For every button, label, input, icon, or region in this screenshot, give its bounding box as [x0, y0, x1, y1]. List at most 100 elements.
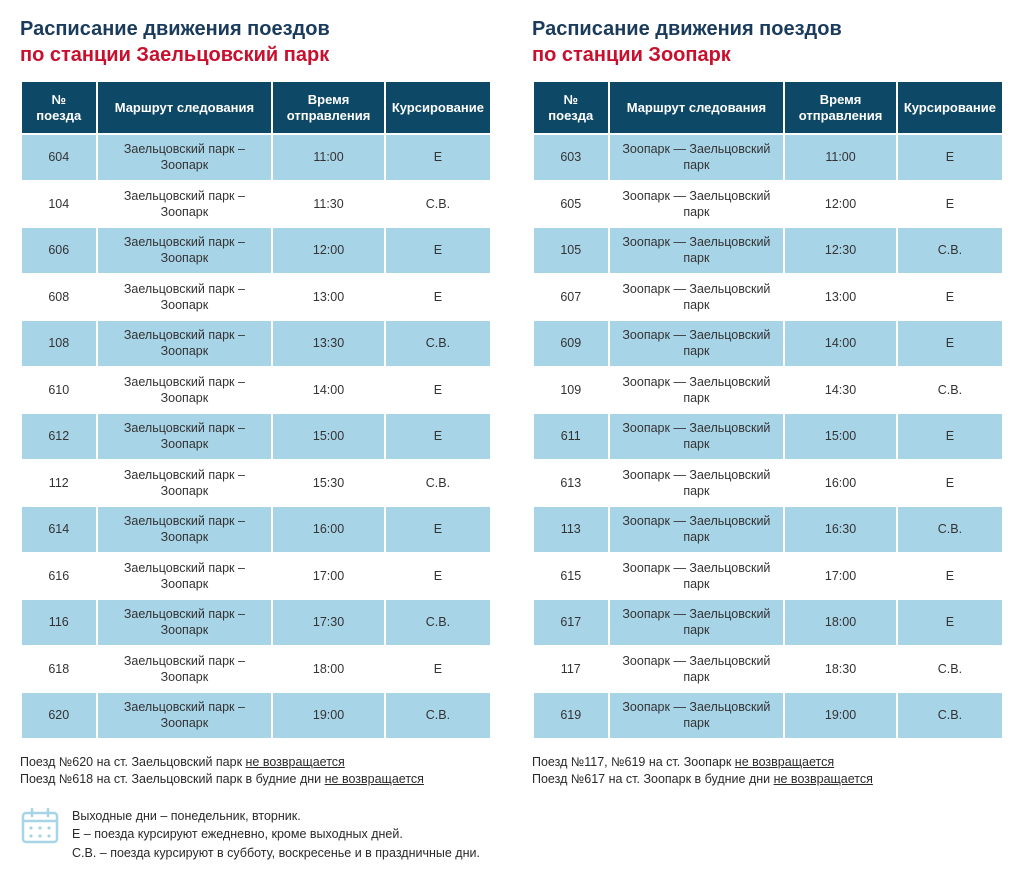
legend-line: Е – поезда курсируют ежедневно, кроме вы…: [72, 825, 480, 844]
cell-train-num: 105: [534, 228, 608, 273]
table-row: 116Заельцовский парк – Зоопарк17:30С.В.: [22, 600, 490, 645]
cell-route: Зоопарк — Заельцовский парк: [610, 275, 784, 320]
note-line: Поезд №617 на ст. Зоопарк в будние дни н…: [532, 771, 1004, 789]
cell-time: 11:00: [273, 135, 384, 180]
table-row: 113Зоопарк — Заельцовский парк16:30С.В.: [534, 507, 1002, 552]
cell-train-num: 613: [534, 461, 608, 506]
table-row: 112Заельцовский парк – Зоопарк15:30С.В.: [22, 461, 490, 506]
cell-note: Е: [386, 507, 490, 552]
cell-note: С.В.: [386, 693, 490, 738]
cell-time: 16:30: [785, 507, 896, 552]
table-row: 603Зоопарк — Заельцовский парк11:00Е: [534, 135, 1002, 180]
cell-train-num: 604: [22, 135, 96, 180]
cell-time: 17:00: [785, 554, 896, 599]
cell-time: 19:00: [785, 693, 896, 738]
cell-time: 14:00: [273, 368, 384, 413]
cell-route: Зоопарк — Заельцовский парк: [610, 507, 784, 552]
col-train-num: № поезда: [534, 82, 608, 133]
cell-note: Е: [386, 135, 490, 180]
cell-train-num: 614: [22, 507, 96, 552]
table-row: 610Заельцовский парк – Зоопарк14:00Е: [22, 368, 490, 413]
table-header-row: № поезда Маршрут следования Время отправ…: [534, 82, 1002, 133]
col-notes: Курсирование: [898, 82, 1002, 133]
cell-train-num: 605: [534, 182, 608, 227]
cell-route: Зоопарк — Заельцовский парк: [610, 182, 784, 227]
cell-note: С.В.: [386, 461, 490, 506]
cell-note: Е: [898, 554, 1002, 599]
cell-train-num: 617: [534, 600, 608, 645]
cell-route: Заельцовский парк – Зоопарк: [98, 693, 272, 738]
table-row: 613Зоопарк — Заельцовский парк16:00Е: [534, 461, 1002, 506]
cell-time: 15:30: [273, 461, 384, 506]
cell-route: Зоопарк — Заельцовский парк: [610, 228, 784, 273]
cell-time: 12:00: [273, 228, 384, 273]
cell-route: Зоопарк — Заельцовский парк: [610, 600, 784, 645]
cell-train-num: 620: [22, 693, 96, 738]
cell-route: Заельцовский парк – Зоопарк: [98, 461, 272, 506]
col-notes: Курсирование: [386, 82, 490, 133]
cell-time: 13:00: [785, 275, 896, 320]
legend: Выходные дни – понедельник, вторник.Е – …: [20, 807, 1004, 863]
table-row: 614Заельцовский парк – Зоопарк16:00Е: [22, 507, 490, 552]
cell-time: 15:00: [785, 414, 896, 459]
cell-train-num: 113: [534, 507, 608, 552]
cell-train-num: 108: [22, 321, 96, 366]
cell-train-num: 112: [22, 461, 96, 506]
col-time: Время отправления: [273, 82, 384, 133]
cell-note: Е: [386, 414, 490, 459]
cell-note: С.В.: [898, 368, 1002, 413]
cell-note: Е: [898, 461, 1002, 506]
title-sub-left: по станции Заельцовский парк: [20, 42, 492, 68]
cell-train-num: 603: [534, 135, 608, 180]
cell-note: Е: [898, 414, 1002, 459]
cell-note: Е: [386, 228, 490, 273]
col-route: Маршрут следования: [98, 82, 272, 133]
cell-route: Зоопарк — Заельцовский парк: [610, 461, 784, 506]
cell-note: С.В.: [386, 182, 490, 227]
cell-route: Заельцовский парк – Зоопарк: [98, 182, 272, 227]
legend-line: Выходные дни – понедельник, вторник.: [72, 807, 480, 826]
cell-note: С.В.: [898, 228, 1002, 273]
cell-train-num: 607: [534, 275, 608, 320]
cell-time: 13:00: [273, 275, 384, 320]
cell-time: 16:00: [273, 507, 384, 552]
cell-route: Зоопарк — Заельцовский парк: [610, 368, 784, 413]
cell-time: 17:30: [273, 600, 384, 645]
cell-train-num: 116: [22, 600, 96, 645]
cell-train-num: 609: [534, 321, 608, 366]
table-row: 619Зоопарк — Заельцовский парк19:00С.В.: [534, 693, 1002, 738]
cell-time: 16:00: [785, 461, 896, 506]
col-time: Время отправления: [785, 82, 896, 133]
cell-time: 11:00: [785, 135, 896, 180]
table-row: 620Заельцовский парк – Зоопарк19:00С.В.: [22, 693, 490, 738]
cell-route: Заельцовский парк – Зоопарк: [98, 554, 272, 599]
table-row: 607Зоопарк — Заельцовский парк13:00Е: [534, 275, 1002, 320]
cell-route: Заельцовский парк – Зоопарк: [98, 135, 272, 180]
table-row: 109Зоопарк — Заельцовский парк14:30С.В.: [534, 368, 1002, 413]
table-row: 604Заельцовский парк – Зоопарк11:00Е: [22, 135, 490, 180]
cell-time: 19:00: [273, 693, 384, 738]
cell-note: С.В.: [898, 507, 1002, 552]
title-main-right: Расписание движения поездов: [532, 16, 1004, 42]
cell-route: Зоопарк — Заельцовский парк: [610, 135, 784, 180]
cell-route: Зоопарк — Заельцовский парк: [610, 321, 784, 366]
cell-time: 13:30: [273, 321, 384, 366]
table-row: 105Зоопарк — Заельцовский парк12:30С.В.: [534, 228, 1002, 273]
cell-note: Е: [898, 275, 1002, 320]
cell-time: 15:00: [273, 414, 384, 459]
cell-train-num: 606: [22, 228, 96, 273]
notes-left: Поезд №620 на ст. Заельцовский парк не в…: [20, 754, 492, 789]
cell-time: 14:00: [785, 321, 896, 366]
cell-train-num: 109: [534, 368, 608, 413]
notes-right: Поезд №117, №619 на ст. Зоопарк не возвр…: [532, 754, 1004, 789]
table-row: 605Зоопарк — Заельцовский парк12:00Е: [534, 182, 1002, 227]
legend-line: С.В. – поезда курсируют в субботу, воскр…: [72, 844, 480, 863]
table-row: 612Заельцовский парк – Зоопарк15:00Е: [22, 414, 490, 459]
cell-train-num: 608: [22, 275, 96, 320]
table-row: 104Заельцовский парк – Зоопарк11:30С.В.: [22, 182, 490, 227]
schedule-right: Расписание движения поездов по станции З…: [532, 16, 1004, 789]
cell-time: 14:30: [785, 368, 896, 413]
cell-note: Е: [898, 135, 1002, 180]
table-row: 616Заельцовский парк – Зоопарк17:00Е: [22, 554, 490, 599]
cell-time: 17:00: [273, 554, 384, 599]
